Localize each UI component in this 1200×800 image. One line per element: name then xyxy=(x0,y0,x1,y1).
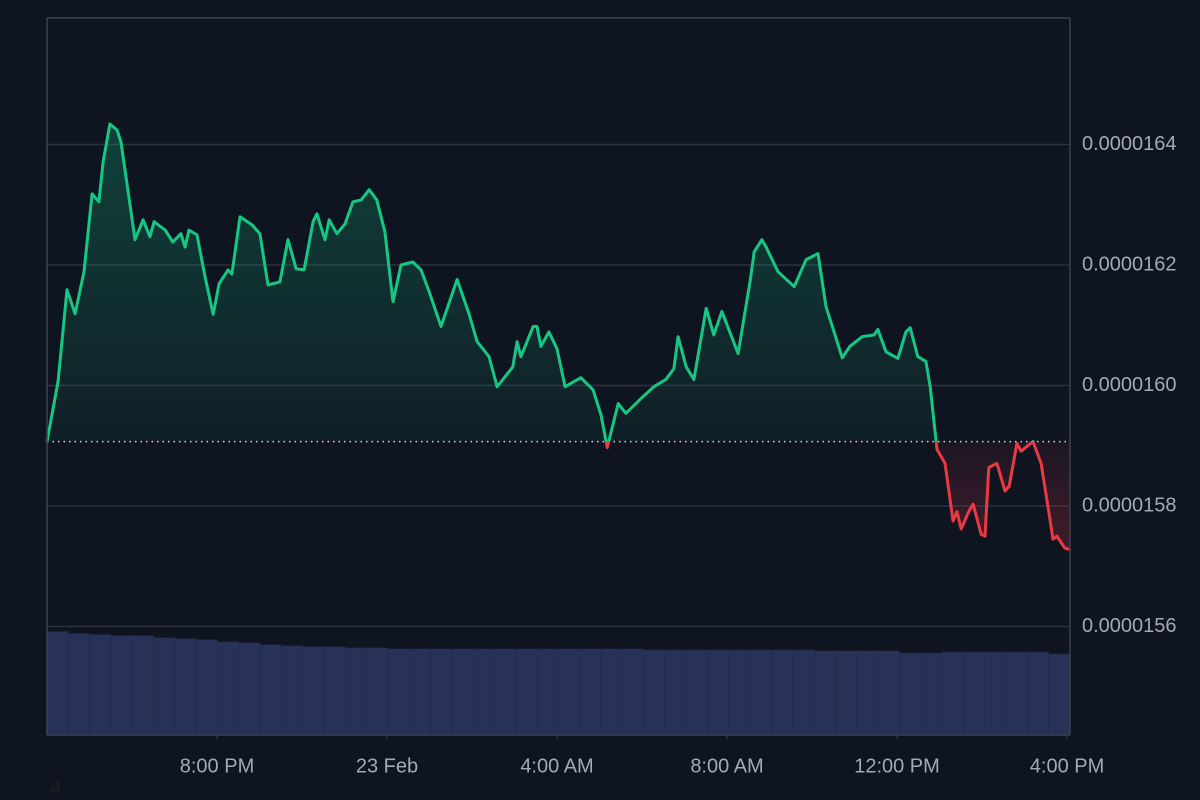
volume-bar xyxy=(110,635,133,736)
volume-bar xyxy=(323,646,346,736)
volume-bar xyxy=(302,646,325,736)
volume-bar xyxy=(899,652,922,736)
volume-bar xyxy=(217,641,240,736)
volume-bar xyxy=(1005,651,1028,736)
y-tick-label: 0.0000158 xyxy=(1082,494,1177,516)
volume-bar xyxy=(472,648,495,736)
volume-bar xyxy=(771,649,794,736)
volume-bar xyxy=(856,650,879,736)
volume-bar xyxy=(281,645,304,736)
price-line xyxy=(45,122,1071,551)
volume-bar xyxy=(515,648,538,736)
volume-bar xyxy=(131,635,154,736)
plot xyxy=(45,122,1071,551)
volume-bar xyxy=(600,648,623,736)
volume-bar xyxy=(259,644,282,736)
volume-bar xyxy=(622,648,645,736)
axis-labels: 0.0000156 0.0000158 0.0000160 0.0000162 0.00… xyxy=(180,133,1177,777)
volume-bar xyxy=(579,648,602,736)
volume-bar xyxy=(238,642,261,736)
volume-bar xyxy=(558,648,581,736)
volume-bar xyxy=(643,649,666,736)
volume-bar xyxy=(707,649,730,736)
volume-bar xyxy=(366,647,389,736)
volume-bar xyxy=(835,650,858,736)
x-tick-label: 23 Feb xyxy=(356,755,418,777)
volume-bar xyxy=(877,650,900,736)
volume-bar xyxy=(963,651,986,736)
volume-bar xyxy=(984,651,1007,736)
volume-bar xyxy=(494,648,517,736)
volume-bar xyxy=(153,637,176,736)
volume-bar xyxy=(68,633,90,736)
x-tick-label: 8:00 PM xyxy=(180,755,254,777)
volume-bar xyxy=(664,649,687,736)
volume-bar xyxy=(813,650,836,736)
volume-bar xyxy=(920,652,943,736)
volume-bar xyxy=(195,639,218,736)
volume-bar xyxy=(46,631,69,736)
volume-bar xyxy=(1048,653,1071,736)
volume-bar xyxy=(536,648,559,736)
x-tick-label: 12:00 PM xyxy=(854,755,940,777)
volume xyxy=(46,631,1071,736)
y-tick-label: 0.0000164 xyxy=(1082,133,1177,155)
volume-bar xyxy=(941,651,964,736)
footnote: 4 xyxy=(50,777,61,799)
volume-bar xyxy=(451,648,474,736)
volume-bar xyxy=(409,648,431,736)
volume-bar xyxy=(750,649,772,736)
volume-bar xyxy=(387,648,410,736)
volume-bar xyxy=(728,649,751,736)
y-tick-label: 0.0000156 xyxy=(1082,615,1177,637)
volume-bar xyxy=(430,648,453,736)
volume-bar xyxy=(686,649,708,736)
volume-bar xyxy=(1027,651,1049,736)
volume-bar xyxy=(792,649,815,736)
x-tick-label: 4:00 AM xyxy=(520,755,593,777)
volume-bar xyxy=(174,638,197,736)
volume-bar xyxy=(89,634,112,736)
x-tick-label: 8:00 AM xyxy=(690,755,763,777)
y-tick-label: 0.0000162 xyxy=(1082,253,1177,275)
x-tick-label: 4:00 PM xyxy=(1030,755,1104,777)
volume-bar xyxy=(345,647,367,736)
y-tick-label: 0.0000160 xyxy=(1082,374,1177,396)
